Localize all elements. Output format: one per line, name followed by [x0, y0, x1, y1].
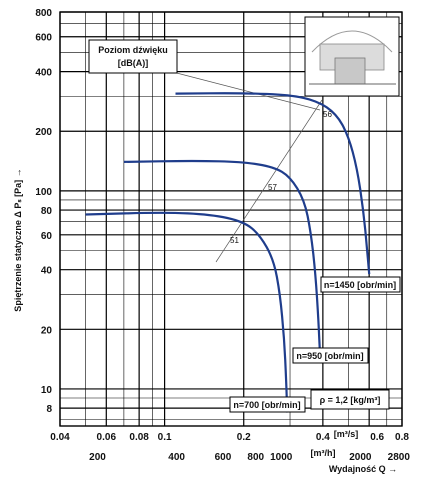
- curve-labels: n=1450 [obr/min] n=950 [obr/min] n=700 […: [229, 276, 401, 413]
- y-tick-labels: 800 600 400 200 100 80 60 40 20 10 8: [35, 8, 52, 415]
- x-bottom-tick-label: 2800: [388, 452, 411, 463]
- y-tick-label: 20: [41, 325, 53, 336]
- x-bottom-tick-label: 400: [168, 452, 185, 463]
- y-tick-label: 80: [41, 206, 53, 217]
- label-box-700: [229, 396, 306, 413]
- sound-level-label-56: 56: [323, 110, 332, 119]
- x-top-tick-label: 0.1: [158, 432, 172, 443]
- x-top-tick-label: 0.2: [237, 432, 251, 443]
- fan-duct: [334, 57, 366, 85]
- x-top-tick-label: 0.8: [395, 432, 409, 443]
- x-bottom-tick-label: 1000: [270, 452, 293, 463]
- y-tick-label: 400: [35, 68, 52, 79]
- plot-frame: [59, 11, 403, 427]
- x-bottom-tick-label: 200: [89, 452, 106, 463]
- y-tick-label: 600: [35, 33, 52, 44]
- series-line-1: [123, 159, 322, 355]
- x-axis-label: Wydajność Q →: [329, 464, 397, 474]
- x-top-tick-labels: 0.04 0.06 0.08 0.1 0.2 0.4 0.8 0.6: [50, 432, 409, 443]
- sound-level-label-51: 51: [230, 236, 239, 245]
- x-bottom-tick-label: 600: [215, 452, 232, 463]
- y-tick-label: 40: [41, 266, 53, 277]
- x-bottom-tick-labels: 200 400 600 800 1000 2000 2800: [89, 452, 410, 463]
- label-box-950: [292, 347, 369, 364]
- y-tick-label: 800: [35, 8, 52, 19]
- sound-level-title: Poziom dźwięku: [98, 45, 168, 55]
- label-700: n=700 [obr/min]: [233, 400, 300, 410]
- y-tick-label: 100: [35, 187, 52, 198]
- sound-level-unit: [dB(A)]: [118, 58, 149, 68]
- series-line-0: [175, 92, 371, 275]
- fan-illustration: [304, 16, 400, 97]
- x-bottom-tick-label: 2000: [349, 452, 372, 463]
- x-top-tick-label: 0.08: [129, 432, 149, 443]
- series-line-2: [85, 211, 289, 413]
- y-axis: Spiętrzenie statyczne Δ Pₛ [Pa] →: [13, 168, 23, 311]
- x-top-tick-label: 0.6: [370, 432, 384, 443]
- density-label: ρ = 1,2 [kg/m³]: [320, 395, 381, 405]
- x-bottom-tick-label: 800: [247, 452, 264, 463]
- sound-level-label-57: 57: [268, 183, 277, 192]
- y-tick-label: 60: [41, 231, 53, 242]
- x-top-tick-label: 0.04: [50, 432, 70, 443]
- y-tick-label: 200: [35, 127, 52, 138]
- density-box: [310, 389, 390, 410]
- x-top-tick-label: 0.06: [97, 432, 117, 443]
- y-axis-label: Spiętrzenie statyczne Δ Pₛ [Pa] →: [13, 168, 23, 311]
- label-box-1450: [320, 276, 401, 293]
- label-950: n=950 [obr/min]: [296, 351, 363, 361]
- x-bottom-unit: [m³/h]: [311, 448, 336, 458]
- curves: [85, 92, 371, 413]
- y-tick-label: 8: [46, 404, 52, 415]
- x-top-unit: [m³/s]: [334, 429, 359, 439]
- sound-box-leader: [164, 69, 321, 111]
- y-tick-label: 10: [41, 385, 53, 396]
- sound-level-guide-line: [215, 99, 323, 263]
- x-top-tick-label: 0.4: [316, 432, 330, 443]
- label-1450: n=1450 [obr/min]: [324, 280, 396, 290]
- sound-level-box: [88, 39, 178, 74]
